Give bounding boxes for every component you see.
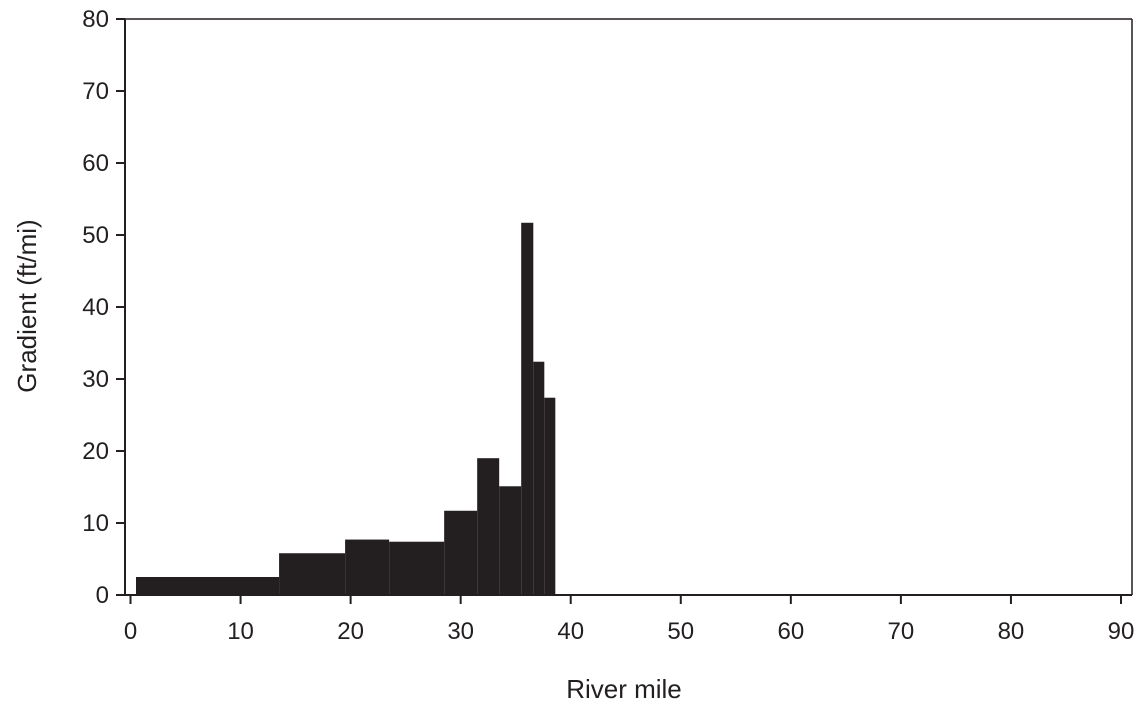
bar-10 — [544, 397, 556, 595]
bar-1 — [136, 577, 280, 595]
bar-2 — [279, 553, 346, 595]
axes-layer — [124, 18, 1133, 596]
x-tick-label-50: 50 — [667, 618, 694, 645]
x-tick-label-40: 40 — [557, 618, 584, 645]
bar-6 — [477, 458, 500, 595]
y-tick-label-80: 80 — [82, 6, 109, 33]
y-tick-label-30: 30 — [82, 366, 109, 393]
y-tick-label-50: 50 — [82, 222, 109, 249]
y-tick-label-60: 60 — [82, 150, 109, 177]
bar-4 — [389, 541, 445, 595]
bar-5 — [444, 510, 478, 595]
x-tick-label-60: 60 — [777, 618, 804, 645]
bar-7 — [499, 486, 522, 595]
y-tick-label-40: 40 — [82, 294, 109, 321]
x-tick-label-10: 10 — [227, 618, 254, 645]
x-tick-label-20: 20 — [337, 618, 364, 645]
bars-layer — [136, 222, 556, 595]
x-tick-label-0: 0 — [124, 618, 137, 645]
bar-9 — [533, 361, 545, 595]
x-tick-label-70: 70 — [888, 618, 915, 645]
y-tick-label-70: 70 — [82, 78, 109, 105]
x-tick-label-30: 30 — [447, 618, 474, 645]
x-tick-label-80: 80 — [998, 618, 1025, 645]
bar-8 — [521, 222, 534, 595]
x-tick-label-90: 90 — [1108, 618, 1135, 645]
x-axis-title: River mile — [566, 674, 682, 704]
y-tick-label-10: 10 — [82, 510, 109, 537]
y-tick-label-20: 20 — [82, 438, 109, 465]
bar-3 — [345, 539, 390, 595]
y-axis-title: Gradient (ft/mi) — [12, 219, 42, 392]
y-tick-label-0: 0 — [96, 582, 109, 609]
ticks-layer: 0 10 20 30 40 50 60 70 80 0 10 20 30 40 50 60 70 80 90 — [82, 6, 1134, 645]
